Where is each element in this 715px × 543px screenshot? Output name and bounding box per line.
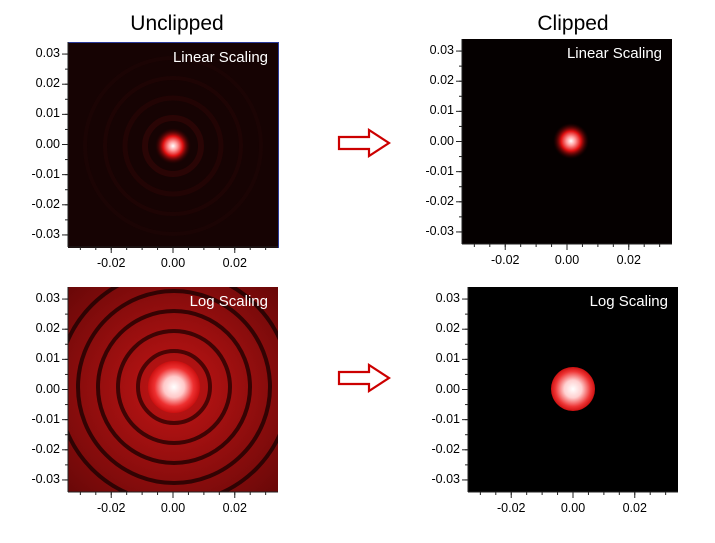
y-tick-label: 0.01: [429, 103, 454, 118]
scale-label: Log Scaling: [589, 293, 668, 310]
x-tick-label: 0.02: [622, 501, 647, 515]
y-tick-label: 0.01: [35, 106, 60, 121]
x-tick-label: 0.00: [160, 501, 186, 515]
y-tick-label: -0.01: [31, 411, 61, 426]
y-tick-label: 0.00: [429, 133, 454, 148]
y-tick-label: 0.02: [435, 321, 460, 336]
y-tick-label: 0.02: [429, 73, 454, 88]
y-tick-label: 0.02: [35, 321, 60, 336]
y-tick-label: 0.01: [35, 351, 60, 366]
y-tick-label: -0.01: [431, 411, 461, 426]
psf-image-unclipped-log: [68, 287, 278, 492]
y-tick-label: 0.00: [35, 381, 60, 396]
y-tick-label: 0.02: [35, 76, 60, 91]
x-tick-label: 0.02: [616, 253, 641, 267]
scale-label: Log Scaling: [189, 293, 268, 310]
y-tick-label: -0.03: [425, 223, 455, 238]
y-tick-label: -0.03: [431, 471, 461, 486]
y-tick-label: 0.03: [429, 43, 454, 58]
clipped-title: Clipped: [537, 12, 609, 35]
x-tick-label: 0.00: [554, 253, 580, 267]
x-tick-label: -0.02: [96, 256, 126, 270]
y-tick-label: 0.01: [435, 351, 460, 366]
x-tick-label: 0.02: [222, 501, 247, 515]
psf-image-clipped-linear: [462, 39, 672, 244]
y-tick-label: -0.02: [31, 441, 61, 456]
x-tick-label: 0.00: [160, 256, 186, 270]
panel-unclipped-linear: Linear Scaling: [68, 42, 279, 248]
y-tick-label: -0.02: [31, 196, 61, 211]
y-tick-label: 0.00: [435, 381, 460, 396]
psf-image-unclipped-linear: [68, 43, 278, 248]
panel-unclipped-log: Log Scaling: [68, 287, 278, 492]
panel-clipped-log: Log Scaling: [468, 287, 678, 492]
psf-image-clipped-log: [468, 287, 678, 492]
arrow-right-icon: [337, 128, 391, 158]
scale-label: Linear Scaling: [566, 45, 662, 62]
x-tick-label: -0.02: [496, 501, 526, 515]
x-tick-label: 0.02: [222, 256, 247, 270]
x-tick-label: 0.00: [560, 501, 586, 515]
y-tick-label: -0.03: [31, 226, 61, 241]
y-tick-label: 0.00: [35, 136, 60, 151]
x-tick-label: -0.02: [96, 501, 126, 515]
scale-label: Linear Scaling: [172, 49, 268, 66]
x-tick-label: -0.02: [490, 253, 520, 267]
y-tick-label: -0.01: [425, 163, 455, 178]
y-tick-label: -0.01: [31, 166, 61, 181]
y-tick-label: 0.03: [435, 291, 460, 306]
arrow-right-icon: [337, 363, 391, 393]
y-tick-label: 0.03: [35, 291, 60, 306]
y-tick-label: -0.03: [31, 471, 61, 486]
unclipped-title: Unclipped: [130, 12, 224, 35]
y-tick-label: -0.02: [425, 193, 455, 208]
y-tick-label: 0.03: [35, 46, 60, 61]
panel-clipped-linear: Linear Scaling: [462, 39, 672, 244]
y-tick-label: -0.02: [431, 441, 461, 456]
